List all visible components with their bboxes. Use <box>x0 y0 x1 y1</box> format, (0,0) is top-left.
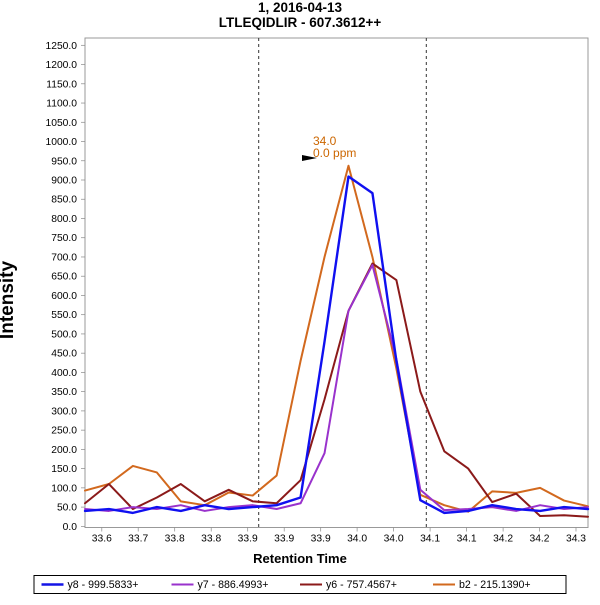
svg-text:750.0: 750.0 <box>51 233 77 244</box>
svg-text:650.0: 650.0 <box>51 272 77 283</box>
svg-text:50.0: 50.0 <box>57 503 77 514</box>
svg-text:34.3: 34.3 <box>566 534 586 545</box>
svg-text:33.8: 33.8 <box>201 534 221 545</box>
svg-text:33.9: 33.9 <box>238 534 258 545</box>
svg-text:Retention Time: Retention Time <box>253 551 347 566</box>
svg-text:1150.0: 1150.0 <box>46 79 77 90</box>
svg-text:Intensity: Intensity <box>0 261 18 340</box>
svg-text:34.2: 34.2 <box>529 534 549 545</box>
svg-text:34.2: 34.2 <box>493 534 513 545</box>
svg-text:700.0: 700.0 <box>51 252 77 263</box>
svg-text:33.8: 33.8 <box>165 534 185 545</box>
svg-text:200.0: 200.0 <box>51 445 77 456</box>
svg-text:1200.0: 1200.0 <box>46 60 78 71</box>
svg-text:1000.0: 1000.0 <box>46 137 78 148</box>
svg-text:34.1: 34.1 <box>420 534 440 545</box>
svg-text:0.0: 0.0 <box>63 522 78 533</box>
svg-text:300.0: 300.0 <box>51 406 77 417</box>
svg-text:350.0: 350.0 <box>51 387 77 398</box>
svg-text:800.0: 800.0 <box>51 214 77 225</box>
svg-text:1050.0: 1050.0 <box>46 118 78 129</box>
svg-text:150.0: 150.0 <box>51 464 77 475</box>
svg-text:100.0: 100.0 <box>51 483 77 494</box>
svg-text:850.0: 850.0 <box>51 195 77 206</box>
svg-text:LTLEQIDLIR - 607.3612++: LTLEQIDLIR - 607.3612++ <box>219 15 382 30</box>
svg-text:33.6: 33.6 <box>92 534 112 545</box>
svg-text:400.0: 400.0 <box>51 368 77 379</box>
svg-text:34.0: 34.0 <box>347 534 367 545</box>
svg-text:33.9: 33.9 <box>311 534 331 545</box>
svg-text:450.0: 450.0 <box>51 349 77 360</box>
svg-text:b2 - 215.1390+: b2 - 215.1390+ <box>459 579 531 591</box>
svg-text:1250.0: 1250.0 <box>46 41 78 52</box>
svg-text:34.0: 34.0 <box>384 534 404 545</box>
svg-text:33.7: 33.7 <box>128 534 148 545</box>
svg-text:550.0: 550.0 <box>51 310 77 321</box>
svg-text:y7 - 886.4993+: y7 - 886.4993+ <box>198 579 269 591</box>
svg-text:y6 - 757.4567+: y6 - 757.4567+ <box>326 579 397 591</box>
svg-text:34.1: 34.1 <box>457 534 477 545</box>
svg-text:33.9: 33.9 <box>274 534 294 545</box>
svg-text:0.0 ppm: 0.0 ppm <box>313 146 356 160</box>
svg-text:y8 - 999.5833+: y8 - 999.5833+ <box>68 579 139 591</box>
svg-text:1, 2016-04-13: 1, 2016-04-13 <box>258 0 343 15</box>
svg-text:950.0: 950.0 <box>51 156 77 167</box>
svg-text:250.0: 250.0 <box>51 426 77 437</box>
svg-text:1100.0: 1100.0 <box>46 99 77 110</box>
svg-text:900.0: 900.0 <box>51 176 77 187</box>
svg-text:500.0: 500.0 <box>51 329 77 340</box>
svg-text:600.0: 600.0 <box>51 291 77 302</box>
